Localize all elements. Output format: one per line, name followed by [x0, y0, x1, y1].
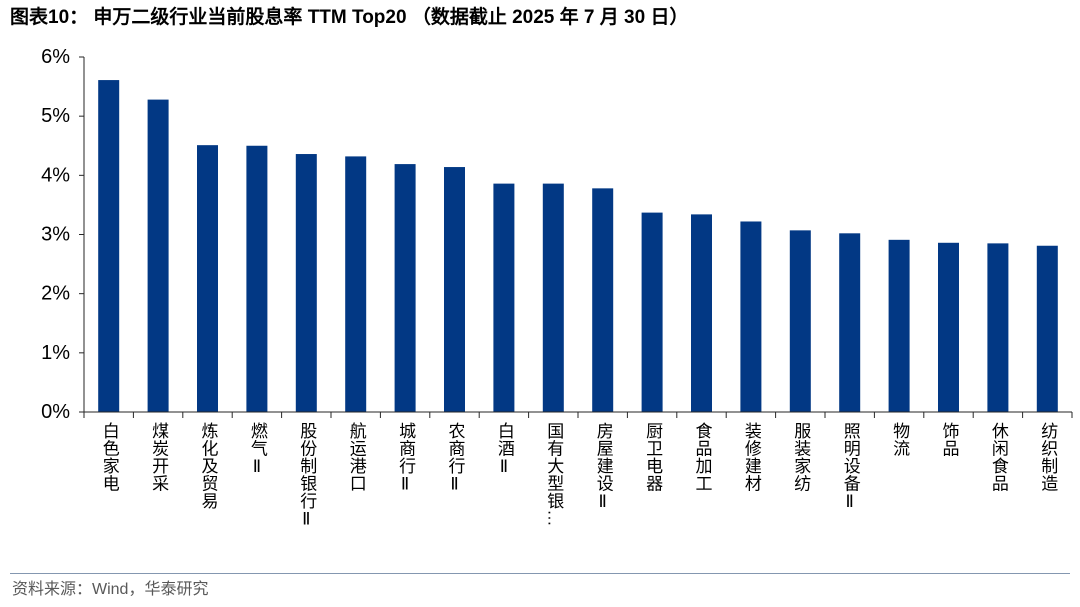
x-tick-label: 照明设备Ⅱ — [840, 422, 860, 513]
bar — [444, 167, 465, 412]
x-tick-label: 物流 — [890, 422, 910, 457]
bar — [839, 233, 861, 412]
x-tick-label: 炼化及贸易 — [198, 422, 218, 510]
x-tick-label: 白酒Ⅱ — [494, 422, 514, 478]
bar — [1036, 245, 1058, 412]
x-tick-label: 食品加工 — [692, 422, 712, 492]
bar — [98, 80, 120, 412]
bar — [789, 230, 811, 412]
bars-group — [98, 80, 1058, 413]
source-note: 资料来源：Wind，华泰研究 — [12, 581, 209, 598]
bar — [987, 243, 1009, 412]
bar — [394, 164, 416, 412]
y-tick-label: 3% — [41, 224, 70, 246]
bar — [147, 99, 169, 412]
x-tick-label: 航运港口 — [346, 422, 366, 492]
x-tick-label: 纺织制造 — [1038, 422, 1058, 492]
x-tick-label: 白色家电 — [99, 422, 119, 492]
y-tick-label: 1% — [41, 342, 70, 364]
bar — [542, 183, 564, 412]
bar — [740, 221, 762, 412]
bar — [592, 188, 614, 412]
bar — [938, 242, 959, 412]
y-ticks-group: 0% 1% 2% 3% 4% 5% 6% — [41, 46, 84, 423]
bar — [295, 154, 317, 413]
x-tick-label: 房屋建设Ⅱ — [593, 422, 613, 513]
bar — [246, 145, 268, 412]
x-tick-label: 装修建材 — [741, 422, 761, 492]
x-tick-label: 休闲食品 — [988, 422, 1008, 492]
y-tick-label: 2% — [41, 283, 70, 305]
bar — [197, 145, 218, 413]
bar — [691, 214, 712, 412]
y-tick-label: 0% — [41, 401, 70, 423]
x-tick-label: 股份制银行Ⅱ — [297, 422, 317, 530]
x-tick-label: 国有大型银… — [544, 422, 564, 527]
bar — [493, 183, 515, 412]
bar — [345, 156, 367, 412]
y-tick-label: 5% — [41, 105, 70, 127]
x-tick-label: 农商行Ⅱ — [445, 422, 465, 495]
source-divider — [10, 573, 1070, 574]
y-tick-label: 6% — [41, 46, 70, 68]
bar — [641, 212, 663, 412]
x-tick-label: 城商行Ⅱ — [396, 422, 416, 495]
bar — [888, 239, 910, 412]
y-tick-label: 4% — [41, 164, 70, 186]
x-tick-label: 煤炭开采 — [149, 422, 169, 492]
x-tick-label: 燃气Ⅱ — [247, 422, 267, 478]
x-tick-label: 厨卫电器 — [643, 422, 663, 492]
x-tick-label: 服装家纺 — [791, 422, 811, 492]
x-tick-label: 饰品 — [939, 422, 959, 457]
chart-title: 图表10： 申万二级行业当前股息率 TTM Top20 （数据截止 2025 年… — [10, 7, 689, 28]
